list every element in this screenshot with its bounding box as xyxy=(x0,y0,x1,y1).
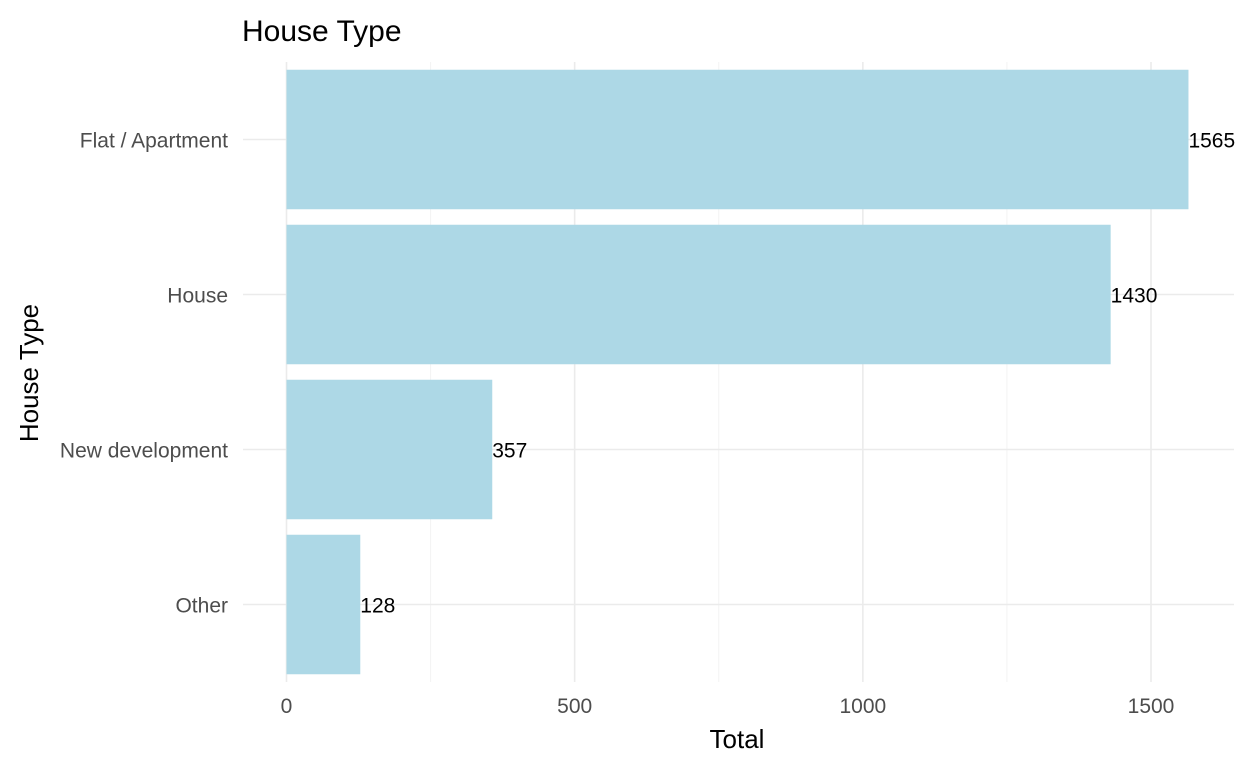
bar-value-label: 128 xyxy=(360,595,395,618)
x-axis-tick-labels: 0 500 1000 1500 xyxy=(281,695,1175,718)
bar-value-label: 1565 xyxy=(1188,130,1235,153)
bar xyxy=(286,224,1111,365)
y-tick-label: New development xyxy=(60,440,228,463)
bars xyxy=(286,69,1189,675)
bar-value-label: 1430 xyxy=(1111,285,1158,308)
y-tick-label: Flat / Apartment xyxy=(80,130,228,153)
y-axis-title: House Type xyxy=(14,304,44,442)
y-tick-label: House xyxy=(167,285,228,308)
x-tick-label: 0 xyxy=(281,695,293,718)
x-tick-label: 1000 xyxy=(839,695,886,718)
x-tick-label: 1500 xyxy=(1128,695,1175,718)
bar-value-label: 357 xyxy=(492,440,527,463)
y-tick-label: Other xyxy=(175,595,228,618)
data-labels: 1565 1430 357 128 xyxy=(360,130,1235,618)
chart-title: House Type xyxy=(242,15,402,48)
x-axis-title: Total xyxy=(710,724,765,754)
y-axis-tick-labels: Flat / Apartment House New development Othe… xyxy=(60,130,228,618)
bar xyxy=(286,69,1189,210)
x-tick-label: 500 xyxy=(557,695,592,718)
bar xyxy=(286,379,493,520)
bar xyxy=(286,534,361,675)
